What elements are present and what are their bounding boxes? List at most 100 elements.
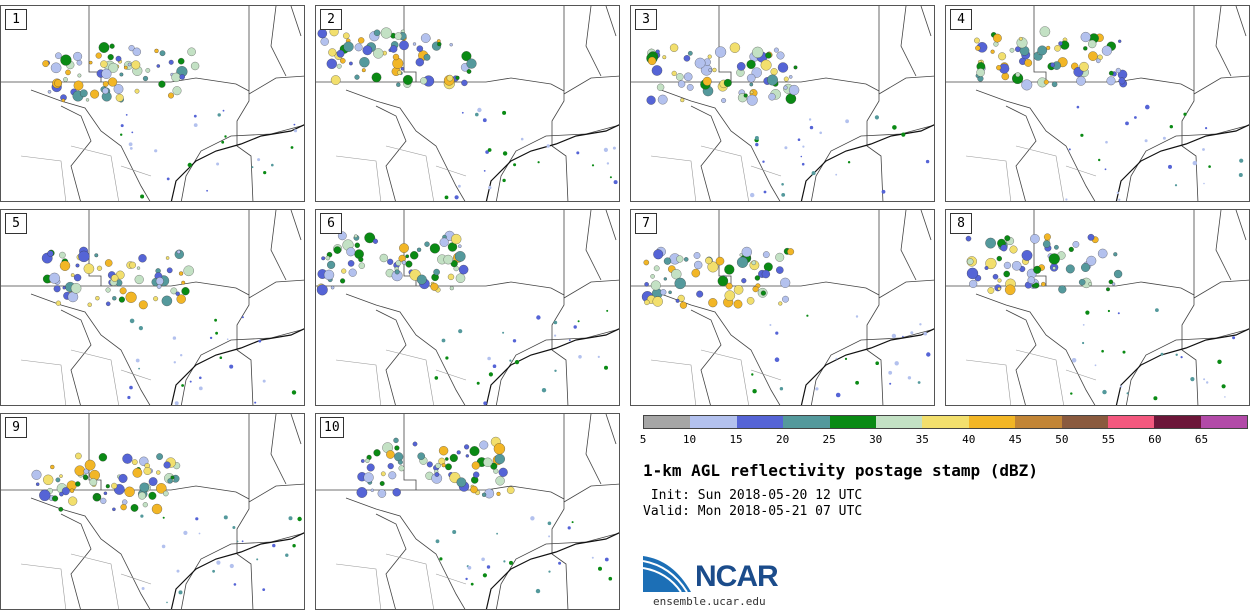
echo-cell (458, 329, 463, 334)
echo-cell (568, 339, 571, 342)
echo-cell (215, 331, 219, 335)
echo-cell (358, 262, 365, 269)
echo-cell (79, 89, 88, 98)
echo-cell (125, 291, 137, 303)
echo-cell (733, 299, 743, 309)
echo-cell (134, 88, 140, 94)
ncar-logo-icon (643, 556, 691, 593)
echo-cell (163, 490, 169, 497)
echo-cell (356, 487, 368, 498)
echo-cell (416, 45, 424, 52)
echo-cell (466, 69, 472, 74)
echo-cell (31, 469, 42, 480)
reflectivity-map (946, 6, 1249, 201)
echo-cell (655, 49, 660, 54)
echo-cell (254, 401, 257, 404)
echo-cell (327, 260, 336, 269)
echo-cell (1094, 364, 1097, 367)
echo-cell (394, 445, 400, 451)
echo-cell (708, 298, 718, 308)
echo-cell (330, 75, 341, 85)
echo-cell (354, 242, 360, 248)
echo-cell (386, 450, 395, 459)
echo-cell (349, 61, 353, 66)
echo-cell (902, 335, 904, 338)
echo-cell (1037, 45, 1048, 56)
echo-cell (412, 42, 417, 46)
country-boundary (650, 359, 697, 405)
echo-cell (1118, 198, 1121, 201)
echo-cell (715, 46, 727, 58)
echo-cell (272, 543, 276, 548)
echo-cell (187, 47, 196, 57)
echo-cell (548, 570, 551, 573)
echo-cell (1058, 285, 1067, 294)
echo-cell (358, 37, 365, 44)
ensemble-member-panel-5: 5 (0, 209, 305, 406)
echo-cell (509, 359, 512, 362)
echo-cell (373, 29, 381, 37)
echo-cell (487, 356, 491, 361)
echo-cell (835, 357, 838, 360)
country-boundary (20, 155, 67, 201)
echo-cell (216, 162, 220, 166)
state-boundary (690, 309, 722, 405)
echo-cell (996, 255, 1002, 262)
echo-cell (696, 290, 704, 298)
echo-cell (1206, 381, 1209, 384)
echo-cell (151, 503, 163, 515)
echo-cell (1120, 385, 1123, 388)
panel-number-label: 5 (5, 213, 27, 234)
state-boundary (1215, 210, 1232, 281)
state-boundary (718, 6, 732, 82)
state-boundary (718, 210, 732, 286)
state-boundary (270, 414, 287, 485)
echo-cell (90, 89, 100, 99)
echo-cell (69, 488, 75, 493)
echo-cell (1050, 62, 1055, 68)
echo-cell (917, 381, 921, 384)
country-boundary (650, 155, 697, 201)
echo-cell (444, 195, 449, 200)
country-boundary (120, 165, 152, 177)
echo-cell (1080, 133, 1084, 137)
echo-cell (923, 331, 928, 336)
echo-cell (336, 49, 345, 58)
echo-cell (445, 457, 449, 461)
state-boundary (88, 210, 102, 286)
state-boundary (660, 89, 781, 201)
echo-cell (206, 189, 209, 192)
echo-cell (136, 266, 141, 270)
state-boundary (1033, 6, 1047, 82)
echo-cell (889, 382, 892, 385)
echo-cell (439, 557, 443, 561)
echo-cell (398, 465, 405, 472)
country-boundary (120, 573, 152, 585)
echo-cell (591, 164, 595, 167)
state-boundary (248, 75, 304, 95)
echo-cell (1082, 341, 1085, 345)
echo-cell (343, 41, 354, 52)
echo-cell (784, 146, 788, 150)
echo-cell (176, 569, 180, 573)
echo-cell (1039, 26, 1051, 37)
echo-cell (397, 70, 402, 75)
echo-cell (119, 72, 124, 77)
echo-cell (746, 59, 756, 69)
echo-cell (680, 98, 685, 103)
echo-cell (1052, 266, 1056, 270)
colorbar-segment (1061, 416, 1108, 428)
echo-cell (394, 32, 403, 40)
echo-cell (1003, 261, 1011, 269)
echo-cell (47, 250, 54, 257)
echo-cell (199, 376, 202, 380)
echo-cell (50, 464, 55, 470)
echo-cell (835, 173, 838, 176)
echo-cell (874, 115, 879, 120)
echo-cell (754, 136, 759, 140)
echo-cell (811, 171, 816, 176)
colorbar-segment (1200, 416, 1248, 428)
echo-cell (479, 440, 489, 450)
echo-cell (1015, 72, 1021, 78)
state-boundary (30, 293, 151, 405)
